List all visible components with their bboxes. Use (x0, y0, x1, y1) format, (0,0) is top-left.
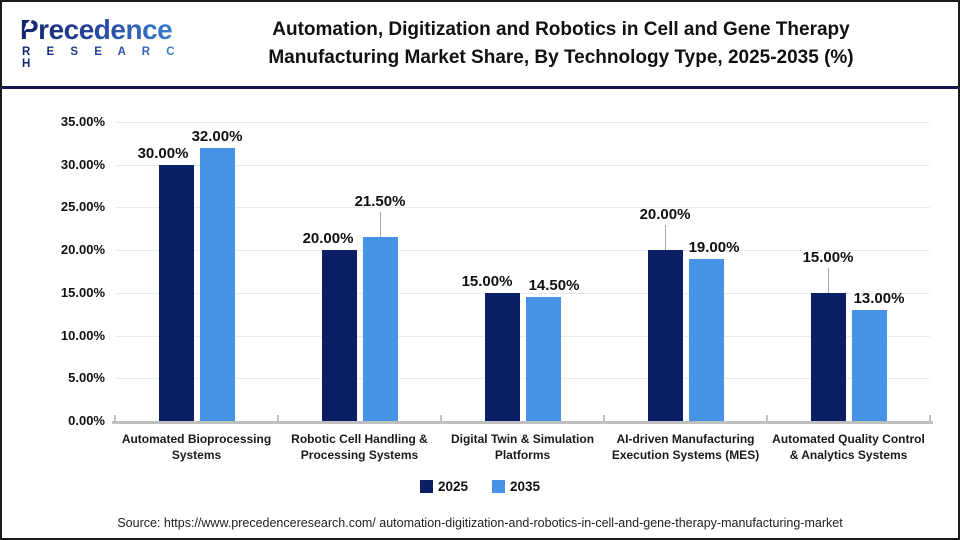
legend: 2025 2035 (2, 479, 958, 494)
category-label: Digital Twin & Simulation Platforms (450, 432, 595, 462)
y-axis-tick-label: 0.00% (68, 413, 105, 428)
y-axis-tick-label: 20.00% (60, 242, 105, 258)
legend-swatch (419, 480, 433, 493)
bar-2035 (688, 258, 724, 421)
bar-2025 (321, 250, 357, 421)
x-axis-tick (277, 415, 279, 424)
bar-value-label: 20.00% (302, 230, 354, 248)
bar-value-label: 15.00% (802, 248, 854, 266)
x-axis-tick (929, 415, 931, 424)
bar-value-label: 14.50% (528, 277, 580, 295)
category-label: Automated Quality Control & Analytics Sy… (772, 432, 925, 462)
bar-2035 (362, 237, 398, 421)
x-axis-tick (114, 415, 116, 424)
header-divider (2, 86, 958, 89)
bar-value-label: 20.00% (639, 206, 691, 224)
precedence-logo: Precedence R E S E A R C H (20, 15, 185, 71)
bar-chart: 35.00% 30.00% 25.00% 20.00% 15.00% 10.00% 5.00… (2, 89, 958, 509)
bar-2025 (484, 292, 520, 421)
gridline (115, 164, 930, 166)
gridline (115, 207, 930, 209)
bar-value-label: 21.50% (354, 193, 406, 211)
chart-title: Automation, Digitization and Robotics in… (192, 2, 930, 86)
x-axis-tick (440, 415, 442, 424)
gridline (115, 122, 930, 123)
chart-title-line1: Automation, Digitization and Robotics in… (272, 19, 850, 40)
chart-title-line2: Manufacturing Market Share, By Technolog… (268, 47, 854, 68)
legend-swatch (492, 480, 505, 493)
legend-item-2025: 2025 (419, 479, 468, 494)
bar-value-label: 32.00% (191, 127, 243, 145)
gridline (115, 378, 930, 380)
bar-value-label: 19.00% (688, 238, 740, 256)
bar-value-label: 13.00% (853, 289, 905, 307)
logo-wordmark: Precedence (20, 15, 185, 45)
bar-value-label: 30.00% (137, 144, 189, 162)
legend-label: 2035 (510, 479, 541, 494)
gridline (115, 335, 930, 337)
category-label: Automated Bioprocessing Systems (121, 432, 272, 462)
header: Precedence R E S E A R C H Automation, D… (2, 2, 958, 86)
bar-2025 (810, 292, 846, 421)
bar-2035 (525, 297, 561, 421)
legend-item-2035: 2035 (492, 479, 540, 494)
leaf-icon (24, 19, 32, 31)
legend-label: 2025 (437, 479, 468, 494)
x-axis-line (112, 421, 933, 424)
category-label: AI-driven Manufacturing Execution System… (611, 432, 760, 462)
bar-value-label: 15.00% (461, 272, 513, 290)
gridline (115, 250, 930, 252)
x-axis-tick (766, 415, 768, 424)
x-axis-tick (603, 415, 605, 424)
y-axis-tick-label: 10.00% (60, 327, 105, 343)
y-axis-tick-label: 25.00% (60, 199, 105, 215)
logo-subtitle: R E S E A R C H (20, 46, 185, 70)
y-axis-tick-label: 15.00% (60, 284, 105, 300)
bar-2035 (199, 147, 235, 421)
gridline (115, 292, 930, 294)
bar-2025 (158, 164, 194, 421)
label-leader-line (828, 267, 829, 293)
y-axis-tick-label: 30.00% (60, 156, 105, 172)
y-axis-tick-label: 5.00% (68, 370, 105, 386)
bar-2035 (851, 309, 887, 421)
category-label: Robotic Cell Handling & Processing Syste… (291, 432, 428, 462)
bar-2025 (647, 250, 683, 421)
y-axis-tick-label: 35.00% (60, 114, 105, 129)
label-leader-line (380, 212, 381, 238)
label-leader-line (665, 225, 666, 251)
source-text: Source: https://www.precedenceresearch.c… (117, 516, 843, 530)
